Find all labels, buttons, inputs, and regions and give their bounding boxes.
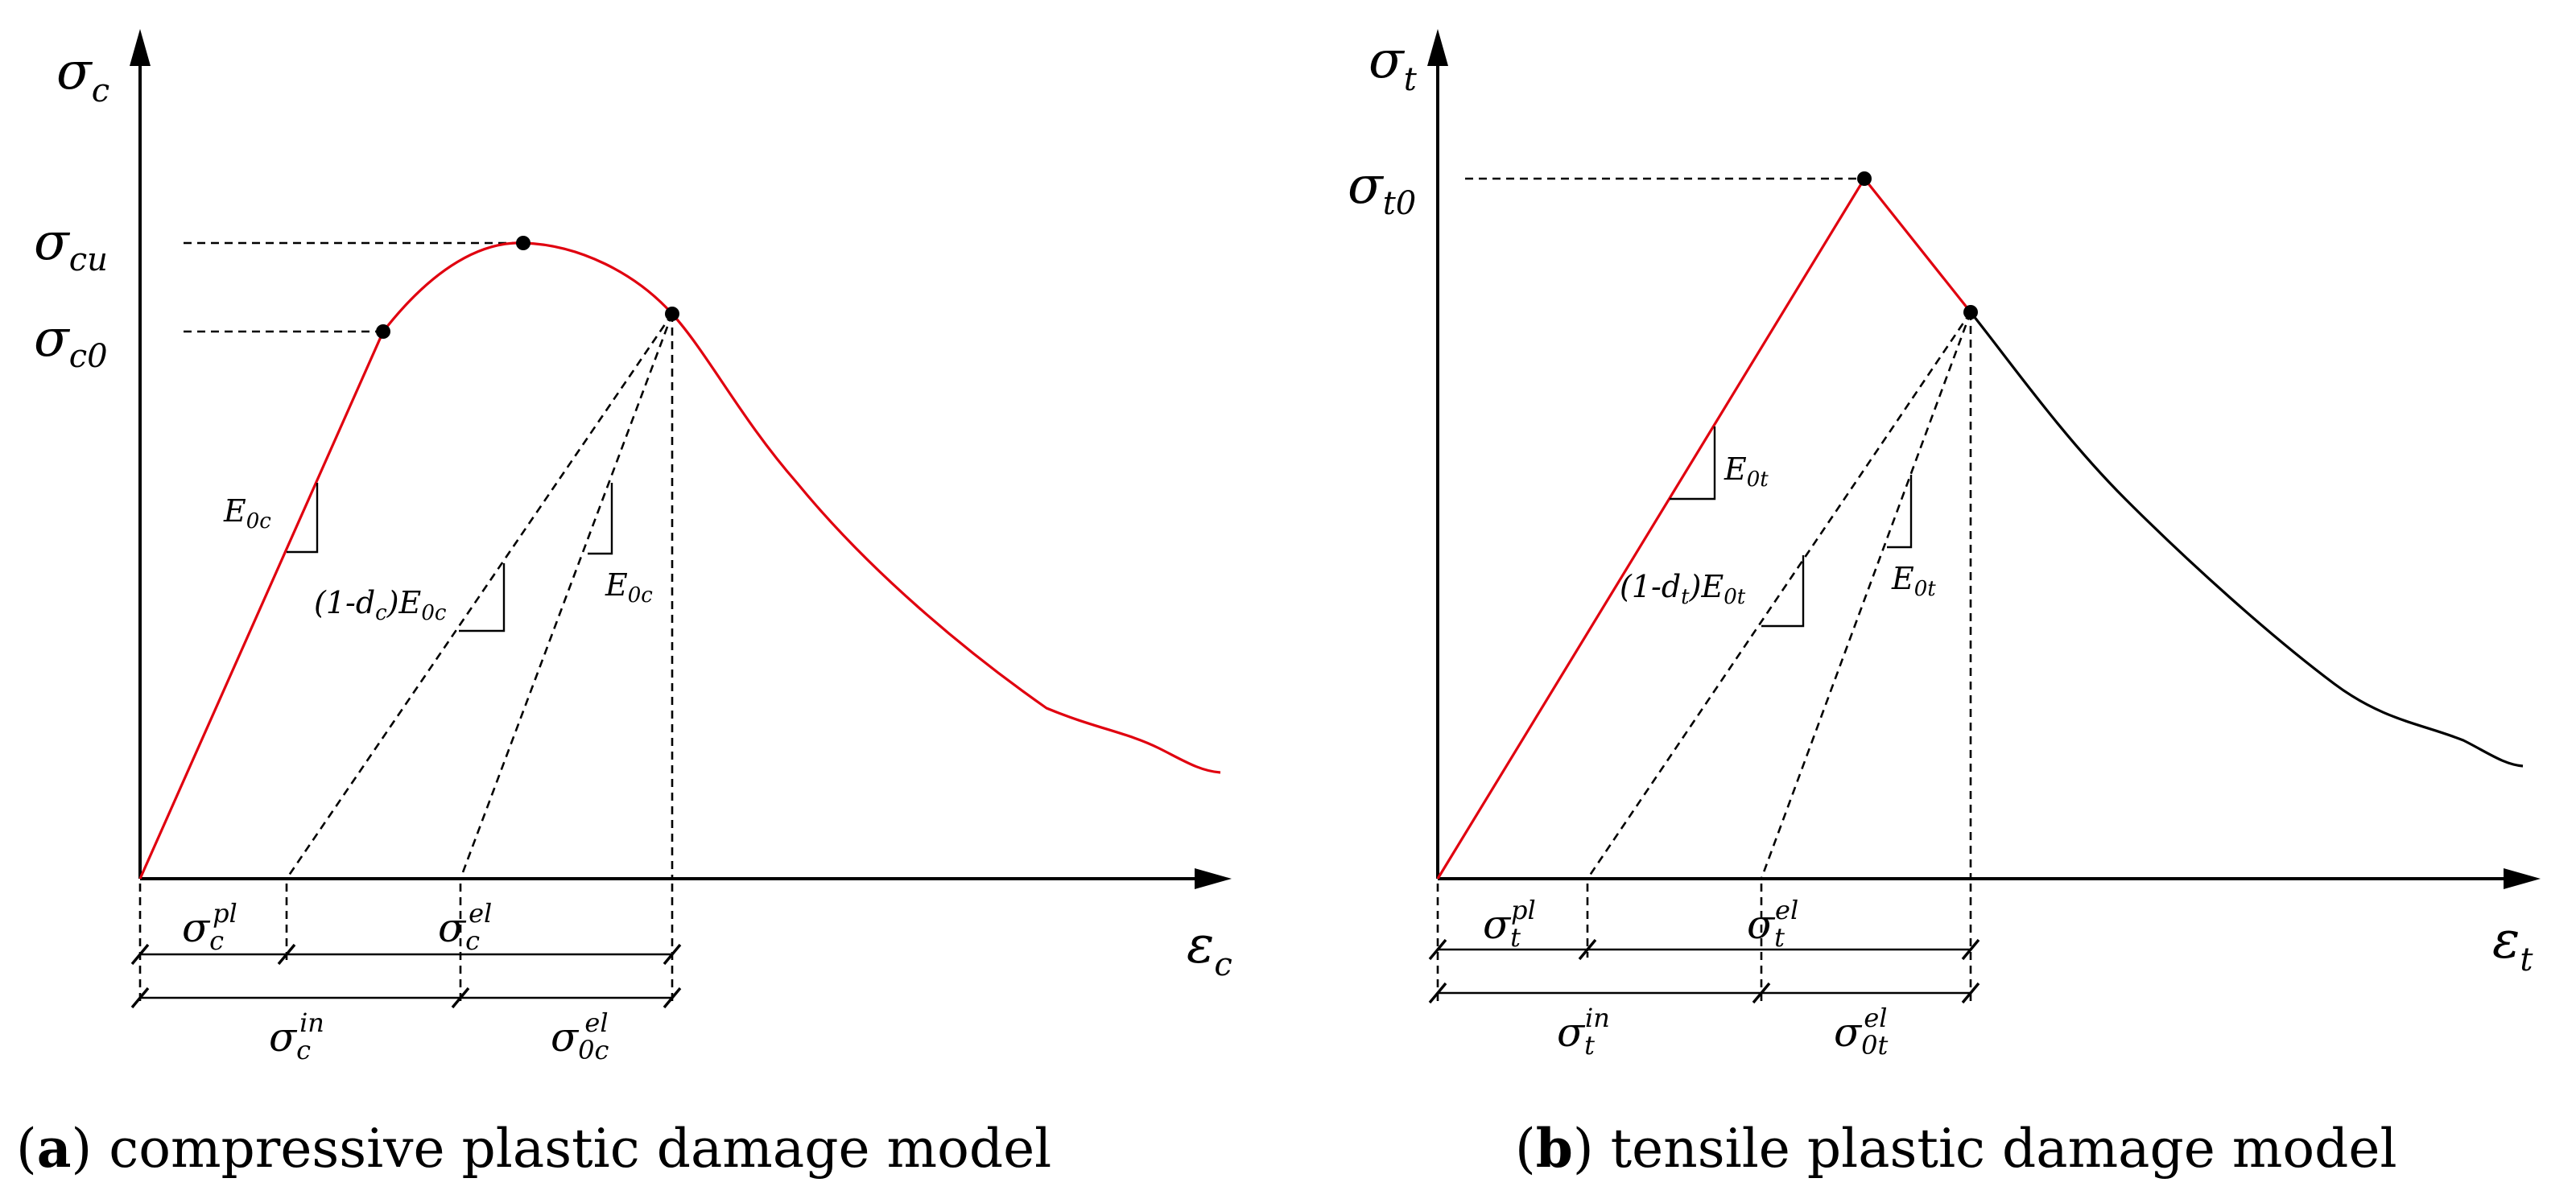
a-e0c-label-2: E0c: [605, 567, 653, 608]
a-elastic-unload-line: [459, 313, 674, 880]
b-dim-tick: [1961, 982, 1980, 1004]
b-slope-triangle-2: [1761, 555, 1805, 628]
a-stress-strain-curve: [138, 241, 1221, 880]
a-dim-tick: [277, 943, 296, 966]
b-dim-tick: [1578, 938, 1597, 961]
a-peak-point: [516, 236, 530, 250]
b-slope-triangle-1: [1670, 426, 1716, 501]
b-y-axis-arrow: [1427, 29, 1448, 66]
b-dim-tick: [1752, 982, 1771, 1004]
b-slope-triangle-3: [1887, 475, 1913, 549]
b-dim-tick: [1428, 938, 1447, 961]
a-dim-el-label: σcel: [438, 898, 492, 956]
b-e0t-label-1: E0t: [1724, 451, 1769, 492]
a-unload-point: [665, 307, 679, 321]
a-slope-triangle-2: [459, 563, 506, 632]
a-dim-pl-label: σcpl: [182, 898, 237, 956]
a-dim-tick: [451, 987, 470, 1009]
b-caption: (b) tensile plastic damage model: [1515, 1117, 2397, 1180]
b-sigma-t0-label: σt0: [1348, 156, 1416, 222]
a-dim-tick: [130, 987, 150, 1009]
b-dim-tick: [1428, 982, 1447, 1004]
b-y-axis-label: σt: [1368, 31, 1418, 98]
b-e0t-label-2: E0t: [1891, 561, 1936, 601]
b-x-axis-arrow: [2504, 868, 2541, 889]
a-sigma-cu-label: σcu: [34, 212, 108, 278]
a-slope-triangle-3: [588, 483, 613, 555]
b-dim-pl-label: σtpl: [1483, 895, 1536, 953]
a-damaged-modulus-label: (1-dc)E0c: [314, 585, 447, 625]
a-dim-in-label: σcin: [269, 1007, 324, 1065]
a-damaged-unload-line: [285, 313, 674, 880]
a-e0c-label-1: E0c: [223, 493, 271, 534]
b-dim-el-label: σtel: [1747, 895, 1798, 953]
b-dim-0el-label: σ0tel: [1834, 1003, 1889, 1061]
a-slope-triangle-1: [287, 483, 319, 554]
panel-b-tensile: σt εt σt0 E0t (1-dt)E0t E0t σtpl σtel σt…: [1348, 29, 2541, 1180]
b-damaged-unload-line: [1586, 311, 1972, 880]
a-dim-0el-label: σ0cel: [551, 1007, 609, 1065]
b-rising-branch: [1436, 176, 1972, 880]
b-unload-point: [1963, 305, 1978, 319]
b-peak-point: [1857, 171, 1872, 186]
b-dim-tick: [1961, 938, 1980, 961]
a-y-axis-arrow: [130, 29, 151, 66]
b-x-axis-label: εt: [2492, 911, 2533, 978]
b-softening-branch: [1969, 311, 2524, 768]
a-x-axis-arrow: [1195, 868, 1232, 889]
a-x-axis-label: εc: [1187, 916, 1232, 983]
panel-a-compressive: σc εc σcu σc0 E0c (1-dc)E0c E0c σcpl σce…: [16, 29, 1232, 1180]
a-dim-tick: [130, 943, 150, 966]
a-dim-tick: [663, 987, 682, 1009]
a-sigma-c0-label: σc0: [34, 309, 108, 375]
a-caption: (a) compressive plastic damage model: [16, 1117, 1051, 1180]
b-damaged-modulus-label: (1-dt)E0t: [1620, 569, 1746, 609]
b-elastic-unload-line: [1760, 311, 1972, 880]
a-sigma-c0-point: [376, 324, 390, 339]
a-dim-tick: [663, 943, 682, 966]
b-dim-in-label: σtin: [1557, 1003, 1610, 1061]
a-y-axis-label: σc: [56, 42, 109, 109]
